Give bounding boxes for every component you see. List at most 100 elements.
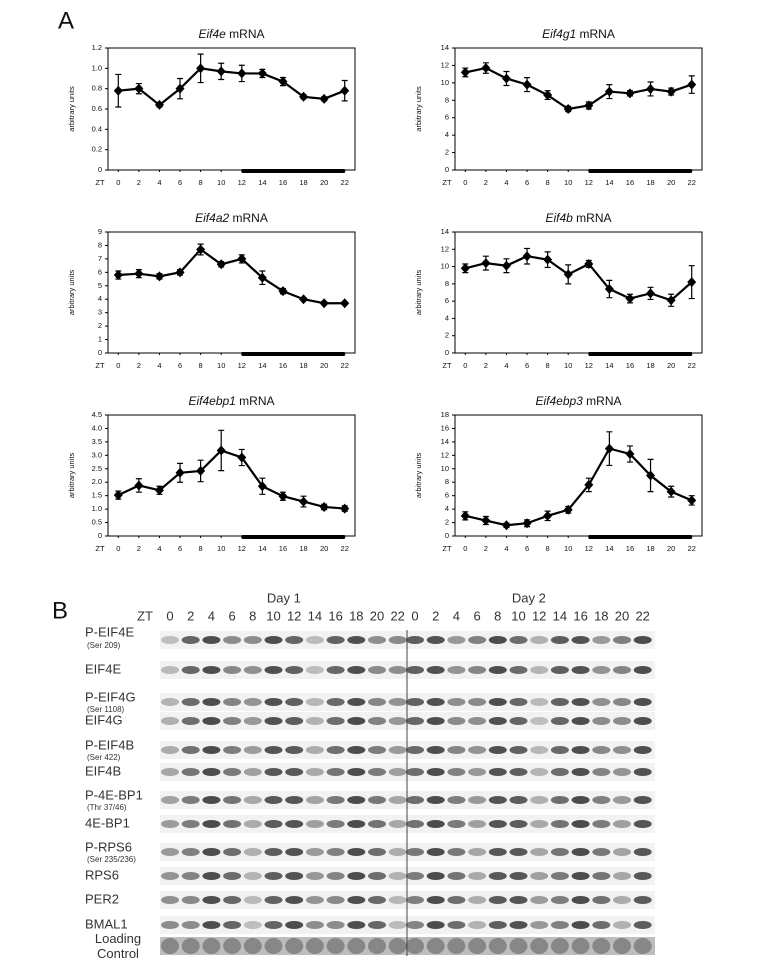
- blot-band: [613, 896, 631, 904]
- blot-band: [305, 666, 324, 674]
- blot-band: [368, 820, 386, 828]
- blot-band: [326, 872, 345, 880]
- marker: [646, 288, 656, 299]
- y-tick-label: 0: [445, 348, 449, 357]
- blot-band: [488, 848, 507, 856]
- blot-band: [285, 848, 304, 856]
- blot-band: [264, 666, 283, 674]
- blot-band: [305, 921, 324, 929]
- marker: [196, 63, 206, 74]
- blot-band: [326, 666, 345, 674]
- blot-band: [550, 666, 569, 674]
- marker: [563, 104, 573, 114]
- blot-band: [550, 717, 569, 725]
- y-tick-label: 2: [445, 518, 449, 527]
- x-tick-label: 22: [341, 178, 349, 187]
- x-axis-label: ZT: [95, 544, 105, 553]
- y-tick-label: 14: [441, 43, 449, 52]
- blot-band: [406, 746, 424, 754]
- row-label: EIF4E: [85, 661, 121, 676]
- blot-band: [447, 872, 466, 880]
- blot-band: [161, 666, 179, 674]
- blot-band: [202, 666, 221, 674]
- blot-band: [264, 872, 283, 880]
- zt-label: 22: [390, 608, 404, 623]
- blot-band: [426, 636, 445, 644]
- x-tick-label: 20: [320, 178, 328, 187]
- y-tick-label: 4.5: [92, 410, 102, 419]
- plot-frame: [107, 47, 356, 171]
- blot-band: [347, 796, 366, 804]
- x-tick-label: 0: [116, 361, 120, 370]
- blot-band: [530, 636, 549, 644]
- x-tick-label: 6: [525, 544, 529, 553]
- blot-band: [264, 717, 283, 725]
- blot-band: [202, 938, 221, 954]
- y-tick-label: 12: [441, 60, 449, 69]
- marker: [625, 293, 635, 304]
- blot-band: [181, 796, 200, 804]
- blot-band: [305, 768, 324, 776]
- x-tick-label: 6: [525, 178, 529, 187]
- blot-band: [202, 896, 221, 904]
- blot-band: [305, 938, 324, 954]
- y-tick-label: 0.4: [92, 124, 102, 133]
- x-tick-label: 2: [137, 361, 141, 370]
- blot-band: [550, 636, 569, 644]
- blot-band: [571, 820, 590, 828]
- blot-band: [633, 698, 652, 706]
- blot-band: [592, 636, 611, 644]
- blot-band: [530, 848, 549, 856]
- blot-band: [488, 921, 507, 929]
- y-tick-label: 0.2: [92, 145, 102, 154]
- marker: [340, 298, 350, 309]
- marker: [134, 268, 144, 279]
- blot-band: [406, 938, 424, 954]
- marker: [113, 85, 123, 96]
- y-tick-label: 6: [445, 113, 449, 122]
- blot-band: [592, 768, 611, 776]
- blot-band: [633, 666, 652, 674]
- marker: [563, 269, 573, 280]
- y-tick-label: 2.5: [92, 464, 102, 473]
- blot-band: [447, 921, 466, 929]
- y-tick-label: 2: [445, 331, 449, 340]
- marker: [646, 83, 656, 94]
- panel-letter: A: [58, 7, 74, 34]
- blot-band: [592, 717, 611, 725]
- x-tick-label: 10: [217, 178, 225, 187]
- x-tick-label: 12: [238, 361, 246, 370]
- blot-band: [468, 666, 487, 674]
- blot-band: [326, 796, 345, 804]
- marker: [687, 277, 697, 288]
- blot-band: [488, 698, 507, 706]
- blot-band: [202, 717, 221, 725]
- line: [117, 449, 345, 510]
- zt-label: 2: [432, 608, 439, 623]
- x-tick-label: 16: [626, 361, 634, 370]
- zt-label: 4: [453, 608, 460, 623]
- blot-band: [633, 921, 652, 929]
- marker: [299, 496, 309, 507]
- x-tick-label: 20: [667, 178, 675, 187]
- y-tick-label: 1.0: [92, 63, 102, 72]
- y-axis-label: arbitrary units: [67, 270, 76, 316]
- blot-band: [388, 698, 407, 706]
- marker: [604, 443, 614, 454]
- marker: [257, 481, 267, 492]
- x-tick-label: 6: [178, 178, 182, 187]
- marker: [481, 63, 491, 74]
- x-tick-label: 6: [178, 544, 182, 553]
- marker: [134, 480, 144, 491]
- y-tick-label: 14: [441, 437, 449, 446]
- blot-band: [388, 938, 407, 954]
- dark-phase-bar: [241, 169, 345, 173]
- x-axis-label: ZT: [95, 178, 105, 187]
- blot-band: [468, 698, 487, 706]
- row-label: PER2: [85, 891, 119, 906]
- blot-band: [509, 896, 528, 904]
- blot-band: [181, 896, 200, 904]
- x-tick-label: 6: [178, 361, 182, 370]
- blot-band: [613, 921, 631, 929]
- blot-band: [305, 698, 324, 706]
